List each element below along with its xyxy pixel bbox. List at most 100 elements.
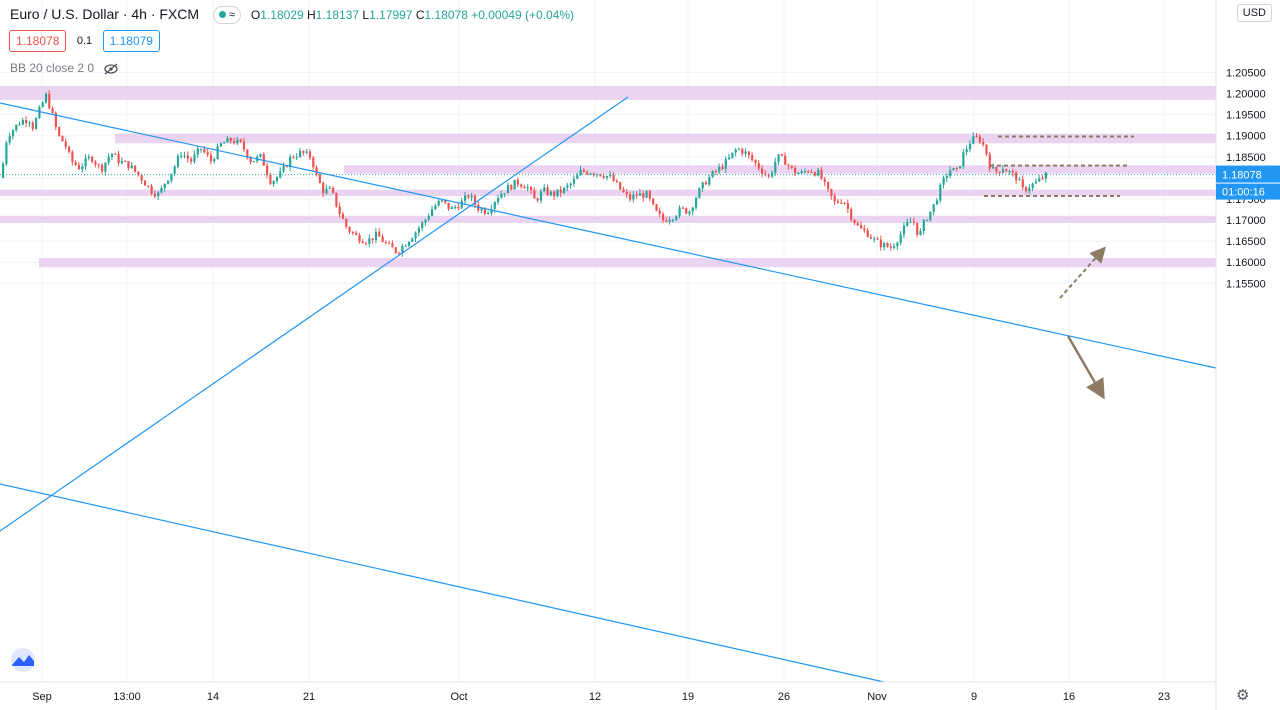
candle-body (223, 142, 226, 144)
eye-hidden-icon[interactable] (103, 63, 119, 75)
candle-body (757, 163, 760, 169)
buy-price-button[interactable]: 1.18079 (102, 30, 160, 52)
candle (899, 231, 902, 246)
candle (836, 198, 840, 204)
candle-body (454, 206, 457, 208)
status-pill[interactable]: ≈ (212, 6, 242, 25)
candle (681, 206, 684, 210)
indicator-legend[interactable]: BB 20 close 2 0 (10, 61, 119, 75)
candle-body (473, 195, 477, 205)
candle (563, 186, 566, 195)
candle-body (965, 149, 968, 153)
spread-value: 0.1 (76, 35, 93, 47)
candle (638, 189, 642, 196)
candle-body (556, 189, 559, 197)
symbol-title: Euro / U.S. Dollar · 4h · FXCM (10, 6, 200, 22)
candle-body (127, 161, 130, 169)
candle (58, 126, 61, 137)
candle-body (58, 126, 61, 136)
candle-body (437, 200, 440, 206)
candle (94, 160, 97, 168)
candle-body (246, 149, 249, 158)
candle (404, 244, 407, 247)
candle (1011, 168, 1014, 177)
candle-body (368, 238, 371, 244)
candle (655, 203, 658, 212)
candle (549, 190, 552, 197)
candle-body (302, 150, 305, 153)
currency-selector[interactable]: USD (1236, 4, 1272, 22)
candle-body (401, 245, 404, 253)
candle-body (632, 194, 635, 200)
y-tick-label: 1.19000 (1226, 131, 1266, 143)
candle-body (879, 239, 882, 248)
candle (500, 190, 503, 199)
candle (381, 233, 384, 243)
candle-body (322, 182, 325, 194)
ohlc-close-value: 1.18078 (424, 8, 468, 22)
candle (952, 167, 955, 171)
candle (328, 185, 331, 189)
candle (299, 147, 302, 159)
candle-body (1001, 169, 1005, 173)
candle (985, 144, 988, 157)
candle (846, 199, 849, 214)
candle (817, 167, 820, 177)
ohlc-open-value: 1.18029 (260, 8, 304, 22)
candle-body (678, 207, 681, 217)
annotations (0, 135, 1216, 400)
candle-body (751, 155, 754, 161)
candle (140, 173, 143, 185)
candle (916, 222, 919, 238)
candle-body (909, 221, 912, 223)
candle-body (355, 232, 358, 235)
candle-body (358, 234, 361, 242)
candle (266, 162, 269, 179)
candle (239, 138, 242, 143)
candle-body (810, 171, 813, 173)
candle (1018, 177, 1021, 181)
tradingview-logo-icon[interactable] (8, 648, 38, 672)
sell-price-button[interactable]: 1.18078 (9, 30, 67, 52)
settings-gear-icon[interactable]: ⚙ (1236, 687, 1250, 704)
candle (242, 137, 246, 153)
candle-body (648, 191, 651, 199)
ohlc-high-label: H (307, 8, 316, 22)
y-tick-label: 1.17000 (1226, 215, 1266, 227)
candle (955, 166, 958, 172)
ohlc-low-label: L (362, 8, 370, 22)
candle-body (266, 165, 269, 175)
candle-body (417, 228, 420, 233)
candle (869, 233, 873, 240)
candle (338, 202, 341, 218)
candle (886, 242, 889, 248)
candle (510, 184, 513, 191)
candle (629, 191, 632, 202)
candle-body (932, 204, 935, 212)
candle (873, 236, 876, 243)
candle-body (460, 200, 463, 209)
candle (790, 165, 793, 170)
candle (652, 198, 655, 206)
candle-body (424, 219, 427, 223)
candle-body (860, 225, 863, 229)
candle (157, 191, 160, 201)
candle (470, 192, 473, 202)
candle-body (836, 201, 840, 203)
candle-body (467, 195, 470, 198)
candle (929, 211, 932, 222)
candle-body (137, 171, 140, 176)
candle (566, 182, 569, 192)
candle-body (780, 154, 783, 156)
candle-body (213, 159, 216, 162)
candle-body (830, 188, 833, 196)
candle (945, 173, 948, 183)
candle (110, 153, 114, 161)
candle (889, 243, 892, 251)
candle-body (414, 232, 417, 239)
candle (411, 237, 414, 243)
candle-body (167, 180, 170, 184)
candle-body (850, 208, 853, 220)
candle (810, 169, 813, 173)
